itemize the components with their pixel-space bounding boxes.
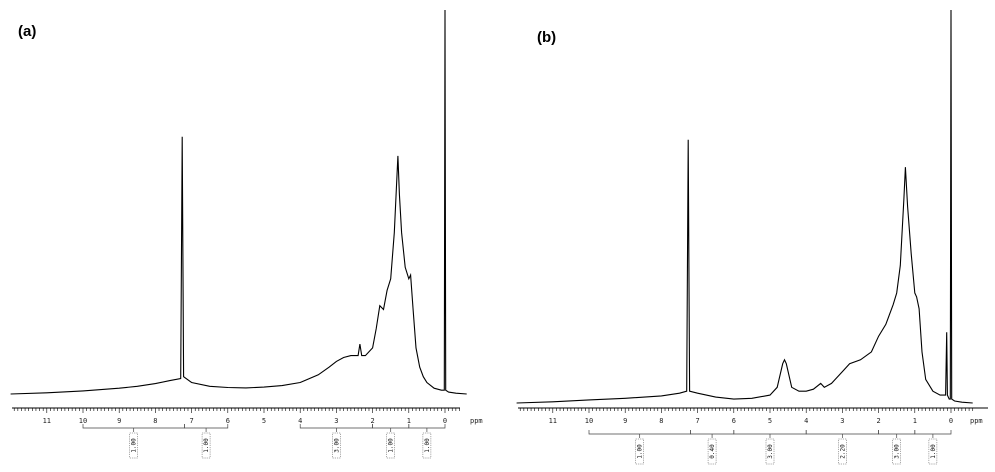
panel-a-label: (a) (18, 23, 36, 40)
x-tick-label: 0 (949, 417, 953, 425)
x-tick-label: 2 (876, 417, 880, 425)
x-tick-label: 4 (298, 417, 302, 425)
integral-value: 1.00 (131, 438, 138, 453)
integral-value-box (386, 432, 395, 459)
x-tick-label: 10 (585, 417, 593, 425)
x-tick-label: 11 (549, 417, 557, 425)
integral-bracket (878, 430, 916, 435)
x-tick-label: 10 (79, 417, 87, 425)
integral-value-box (635, 438, 644, 465)
integral-bracket (408, 424, 446, 429)
spectrum-line (516, 9, 973, 404)
integral-value-box (707, 438, 717, 465)
x-tick-label: 9 (117, 417, 121, 425)
x-axis-label: ppm (470, 417, 483, 425)
integral-value: 1.00 (388, 438, 395, 453)
integral-bracket (914, 430, 952, 435)
x-tick-label: 2 (370, 417, 374, 425)
integral-bracket (82, 424, 185, 429)
integral-value: 2.20 (839, 444, 846, 459)
x-tick-label: 8 (659, 417, 663, 425)
x-tick-label: 1 (407, 417, 411, 425)
integral-value: 3.00 (333, 438, 340, 453)
integral-value: 1.00 (930, 444, 937, 459)
panel-b-label: (b) (537, 29, 556, 46)
x-tick-label: 8 (153, 417, 157, 425)
x-tick-label: 3 (334, 417, 338, 425)
x-tick-label: 6 (732, 417, 736, 425)
x-tick-label: 4 (804, 417, 808, 425)
x-tick-label: 0 (443, 417, 447, 425)
integral-value-box (129, 432, 138, 459)
x-tick-label: 11 (43, 417, 51, 425)
integral-value: 1.00 (637, 444, 644, 459)
integral-bracket (733, 430, 807, 435)
x-tick-label: 1 (913, 417, 917, 425)
integral-value-box (892, 438, 901, 465)
integral-bracket (372, 424, 410, 429)
x-tick-label: 5 (262, 417, 266, 425)
x-tick-label: 6 (226, 417, 230, 425)
integral-bracket (805, 430, 879, 435)
x-tick-label: 3 (840, 417, 844, 425)
x-tick-label: 5 (768, 417, 772, 425)
integral-value-box (201, 432, 211, 459)
spectrum-line (10, 9, 467, 395)
integral-bracket (690, 430, 735, 435)
x-tick-label: 9 (623, 417, 627, 425)
integral-value: 0.40 (709, 444, 716, 459)
integral-value-box (765, 438, 775, 465)
integral-value: 1.00 (424, 438, 431, 453)
integral-value-box (422, 432, 432, 459)
x-axis-label: ppm (970, 417, 983, 425)
integral-value-box (928, 438, 938, 465)
x-tick-label: 7 (189, 417, 193, 425)
integral-value: 3.00 (767, 444, 774, 459)
integral-value-box (838, 438, 847, 465)
integral-bracket (588, 430, 691, 435)
integral-value-box (332, 432, 341, 459)
integral-value: 3.00 (894, 444, 901, 459)
x-tick-label: 7 (695, 417, 699, 425)
integral-value: 1.00 (203, 438, 210, 453)
